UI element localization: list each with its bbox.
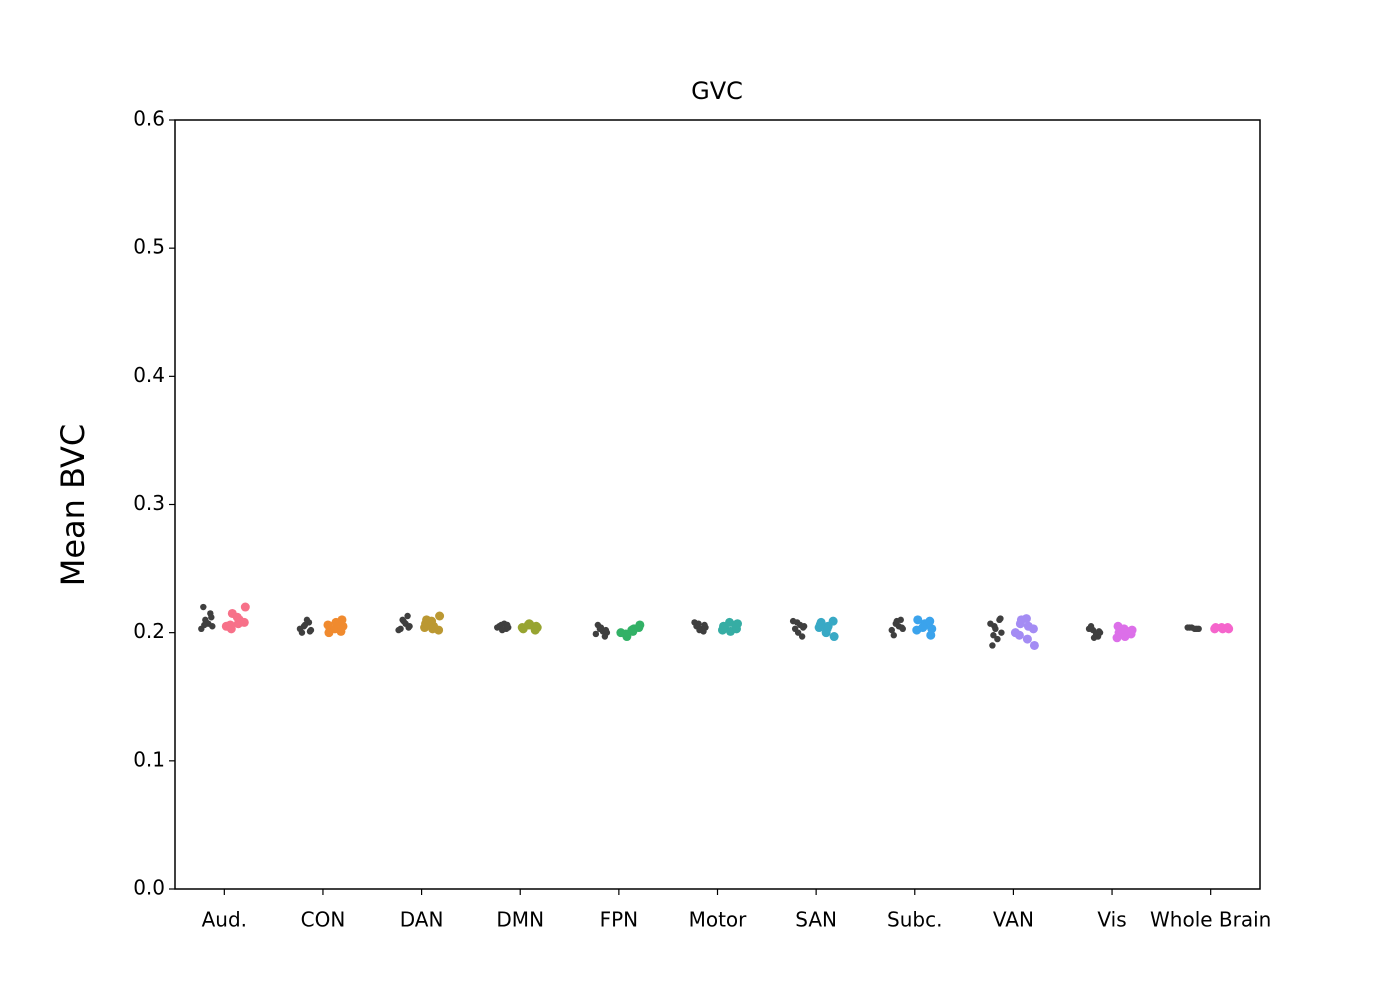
y-tick-label: 0.2 (133, 619, 165, 643)
data-point (1021, 614, 1031, 624)
distribution-dot (597, 624, 605, 631)
data-point (434, 625, 444, 635)
distribution-dot (898, 624, 905, 631)
y-axis-label: Mean BVC (54, 424, 92, 587)
data-point (523, 620, 533, 630)
data-point (323, 620, 333, 630)
distribution-dot (201, 621, 208, 629)
data-point (240, 602, 250, 612)
chart-title: GVC (691, 77, 743, 105)
distribution-dot (994, 635, 1001, 643)
distribution-dot (893, 617, 900, 625)
distribution-dot (1090, 634, 1098, 641)
distribution-dot (1184, 624, 1191, 631)
x-tick-label: DMN (496, 908, 544, 932)
data-point (1210, 624, 1220, 634)
distribution-dot (990, 632, 997, 639)
data-point (925, 616, 935, 626)
x-tick-label: DAN (400, 908, 444, 932)
distribution-dot (890, 632, 897, 639)
distribution-dot (998, 629, 1005, 636)
data-point (225, 620, 235, 630)
data-point (918, 623, 928, 633)
distribution-dot (494, 624, 501, 631)
distribution-dot (701, 621, 708, 629)
y-tick-label: 0.6 (133, 107, 165, 131)
distribution-dot (696, 626, 703, 634)
distribution-dot (303, 616, 311, 624)
distribution-dot (992, 625, 999, 633)
distribution-dot (504, 621, 511, 629)
x-tick-label: FPN (600, 908, 639, 932)
y-tick-label: 0.3 (133, 491, 165, 515)
distribution-dot (306, 628, 314, 635)
x-tick-label: Aud. (202, 908, 247, 932)
data-point (828, 616, 838, 626)
distribution-dot (691, 619, 698, 626)
distribution-dot (794, 629, 802, 636)
data-point (731, 620, 740, 630)
data-point (232, 612, 242, 622)
data-point (1022, 634, 1032, 644)
data-point (427, 616, 437, 626)
distribution-dot (987, 620, 994, 627)
data-point (913, 615, 923, 625)
distribution-dot (789, 617, 797, 625)
data-point (1015, 619, 1025, 629)
x-tick-label: Motor (689, 908, 748, 932)
distribution-dot (997, 615, 1004, 622)
x-tick-label: Whole Brain (1150, 908, 1271, 932)
data-point (420, 623, 430, 633)
distribution-dot (1085, 625, 1093, 633)
data-point (1029, 640, 1039, 650)
x-tick-label: Vis (1097, 908, 1126, 932)
y-tick-label: 0.1 (133, 747, 165, 771)
distribution-dot (799, 624, 807, 631)
y-tick-label: 0.5 (133, 235, 165, 259)
x-tick-label: Subc. (887, 908, 942, 932)
distribution-dot (602, 626, 610, 634)
distribution-dot (592, 630, 600, 638)
distribution-dot (798, 633, 806, 640)
data-point (336, 626, 346, 636)
data-point (1125, 626, 1135, 636)
x-tick-label: VAN (993, 908, 1034, 932)
data-point (926, 630, 936, 640)
distribution-dot (989, 642, 996, 649)
data-point (821, 628, 831, 638)
data-point (1014, 630, 1024, 640)
x-tick-label: CON (301, 908, 346, 932)
data-point (435, 611, 445, 621)
y-tick-label: 0.0 (133, 876, 165, 900)
distribution-dot (1191, 625, 1198, 633)
distribution-dot (499, 626, 506, 634)
data-point (1223, 623, 1233, 633)
distribution-dot (404, 612, 411, 620)
data-point (239, 617, 249, 627)
distribution-dot (400, 617, 407, 625)
data-point (1028, 624, 1038, 634)
distribution-dot (200, 603, 207, 611)
data-point (627, 625, 637, 635)
distribution-dot (601, 633, 609, 640)
data-point (634, 623, 644, 633)
data-point (1112, 633, 1122, 643)
distribution-dot (888, 626, 895, 634)
data-point (337, 615, 347, 625)
distribution-dot (1095, 628, 1103, 635)
data-point (814, 623, 824, 633)
data-point (718, 625, 727, 635)
distribution-dot (296, 625, 304, 633)
distribution-dot (395, 626, 402, 634)
plot-frame (174, 119, 1261, 890)
y-tick-label: 0.4 (133, 363, 165, 387)
distribution-dot (405, 624, 412, 631)
distribution-dot (208, 614, 215, 621)
x-tick-label: SAN (795, 908, 837, 932)
data-point (530, 625, 540, 635)
data-point (829, 632, 839, 642)
distribution-dot (301, 621, 309, 629)
